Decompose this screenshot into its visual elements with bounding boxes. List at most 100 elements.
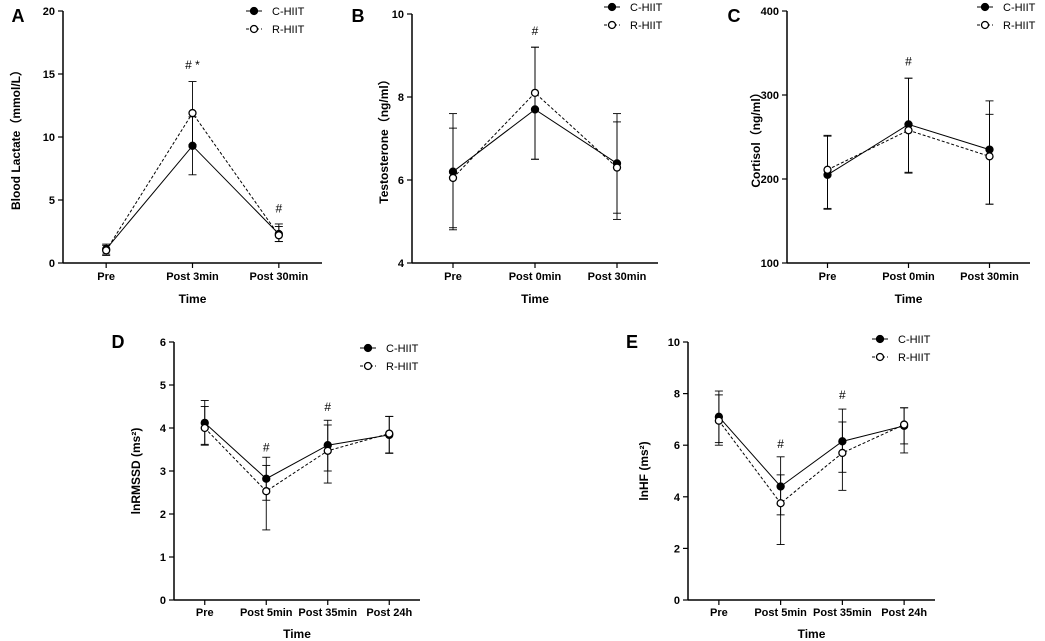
legend: C-HIIT R-HIIT xyxy=(872,334,931,364)
panel-label: B xyxy=(352,6,365,26)
y-tick-label: 20 xyxy=(43,6,55,18)
data-point xyxy=(776,499,785,508)
series-r-hiit xyxy=(714,394,909,545)
legend-entry: C-HIIT xyxy=(898,334,931,346)
y-tick-label: 1 xyxy=(160,552,166,564)
data-point xyxy=(899,420,909,429)
y-tick-label: 300 xyxy=(761,90,779,102)
y-tick-label: 5 xyxy=(160,380,166,392)
y-tick-label: 2 xyxy=(674,543,680,555)
y-tick-label: 8 xyxy=(398,92,404,104)
data-point xyxy=(323,446,332,455)
y-axis-title: lnHF (ms²) xyxy=(637,441,651,500)
significance-marker: # xyxy=(777,437,784,451)
y-tick-label: 6 xyxy=(160,337,166,349)
legend: C-HIIT R-HIIT xyxy=(604,2,663,32)
legend-marker xyxy=(249,6,259,16)
series-c-hiit xyxy=(200,400,394,501)
y-tick-label: 2 xyxy=(160,509,166,521)
legend-marker xyxy=(607,20,617,30)
y-axis-title: Blood Lactate（mmol/L） xyxy=(8,64,23,210)
legend-entry: R-HIIT xyxy=(272,24,305,36)
series-line xyxy=(718,416,905,488)
x-tick-label: Post 5min xyxy=(754,607,807,619)
y-tick-label: 0 xyxy=(674,595,680,607)
legend-marker xyxy=(607,2,617,12)
data-point xyxy=(530,88,540,97)
y-tick-label: 4 xyxy=(398,258,405,270)
significance-marker: # xyxy=(275,202,282,216)
y-tick-label: 10 xyxy=(668,337,680,349)
y-tick-label: 10 xyxy=(392,9,404,21)
series-line xyxy=(204,422,390,480)
x-tick-label: Post 30min xyxy=(249,271,308,283)
legend-marker xyxy=(980,20,990,30)
panel-e: E 0 2 4 6 8 10 Pre Post 5min Post 35min Post 24h Ti… xyxy=(626,332,935,641)
legend-entry: C-HIIT xyxy=(1003,2,1036,14)
x-tick-label: Post 30min xyxy=(588,271,647,283)
panel-label: D xyxy=(112,332,125,352)
y-axis-title: Testosterone（ng/ml） xyxy=(376,73,391,203)
data-point xyxy=(838,448,847,458)
y-tick-label: 5 xyxy=(49,195,55,207)
data-point xyxy=(448,173,458,183)
series-line xyxy=(204,427,390,492)
legend: C-HIIT R-HIIT xyxy=(360,343,419,373)
y-axis-title: Cortisol（ng/ml） xyxy=(748,86,763,187)
significance-marker: # xyxy=(263,441,270,455)
significance-marker: # xyxy=(839,388,846,402)
y-tick-label: 10 xyxy=(43,132,55,144)
data-point xyxy=(823,165,832,174)
legend: C-HIIT R-HIIT xyxy=(977,2,1036,32)
data-point xyxy=(904,126,913,135)
x-tick-label: Post 35min xyxy=(298,607,357,619)
y-tick-label: 100 xyxy=(761,258,779,270)
x-tick-label: Post 0min xyxy=(509,271,562,283)
data-point xyxy=(612,163,622,172)
x-tick-label: Post 24h xyxy=(366,607,412,619)
legend-entry: R-HIIT xyxy=(1003,20,1036,32)
data-point xyxy=(262,487,271,496)
y-tick-label: 400 xyxy=(761,6,779,18)
legend-entry: R-HIIT xyxy=(630,20,663,32)
panel-label: C xyxy=(728,6,741,26)
x-tick-label: Pre xyxy=(97,271,115,283)
y-tick-label: 8 xyxy=(674,389,680,401)
legend: C-HIIT R-HIIT xyxy=(246,6,305,36)
y-tick-label: 4 xyxy=(160,423,167,435)
legend-entry: R-HIIT xyxy=(386,361,419,373)
legend-marker xyxy=(875,352,885,362)
legend-marker xyxy=(875,334,885,344)
x-tick-label: Pre xyxy=(819,271,837,283)
x-tick-label: Post 0min xyxy=(882,271,935,283)
significance-marker: # xyxy=(532,24,539,38)
x-axis-title: Time xyxy=(895,292,923,306)
y-tick-label: 6 xyxy=(674,440,680,452)
legend-marker xyxy=(980,2,990,12)
series-line xyxy=(718,420,905,504)
data-point xyxy=(714,416,724,425)
panel-label: E xyxy=(626,332,638,352)
legend-entry: C-HIIT xyxy=(386,343,419,355)
x-tick-label: Post 3min xyxy=(166,271,219,283)
x-axis-title: Time xyxy=(179,292,207,306)
x-tick-label: Post 24h xyxy=(881,607,927,619)
significance-marker: # xyxy=(324,400,331,414)
y-axis-title: lnRMSSD (ms²) xyxy=(129,428,143,515)
x-tick-label: Pre xyxy=(710,607,728,619)
legend-entry: R-HIIT xyxy=(898,352,931,364)
data-point xyxy=(102,246,111,255)
x-tick-label: Post 35min xyxy=(813,607,872,619)
x-tick-label: Pre xyxy=(444,271,462,283)
significance-marker: # xyxy=(905,55,912,69)
x-axis-title: Time xyxy=(521,292,549,306)
y-tick-label: 0 xyxy=(160,595,166,607)
legend-entry: C-HIIT xyxy=(272,6,305,18)
series-r-hiit xyxy=(102,81,283,256)
x-axis-title: Time xyxy=(283,627,311,641)
x-tick-label: Post 5min xyxy=(240,607,293,619)
panel-d: D 0 1 2 3 4 5 6 Pre Post 5min Post 35min Post 24h Ti… xyxy=(112,332,420,641)
series-r-hiit xyxy=(823,77,994,210)
x-tick-label: Pre xyxy=(196,607,214,619)
